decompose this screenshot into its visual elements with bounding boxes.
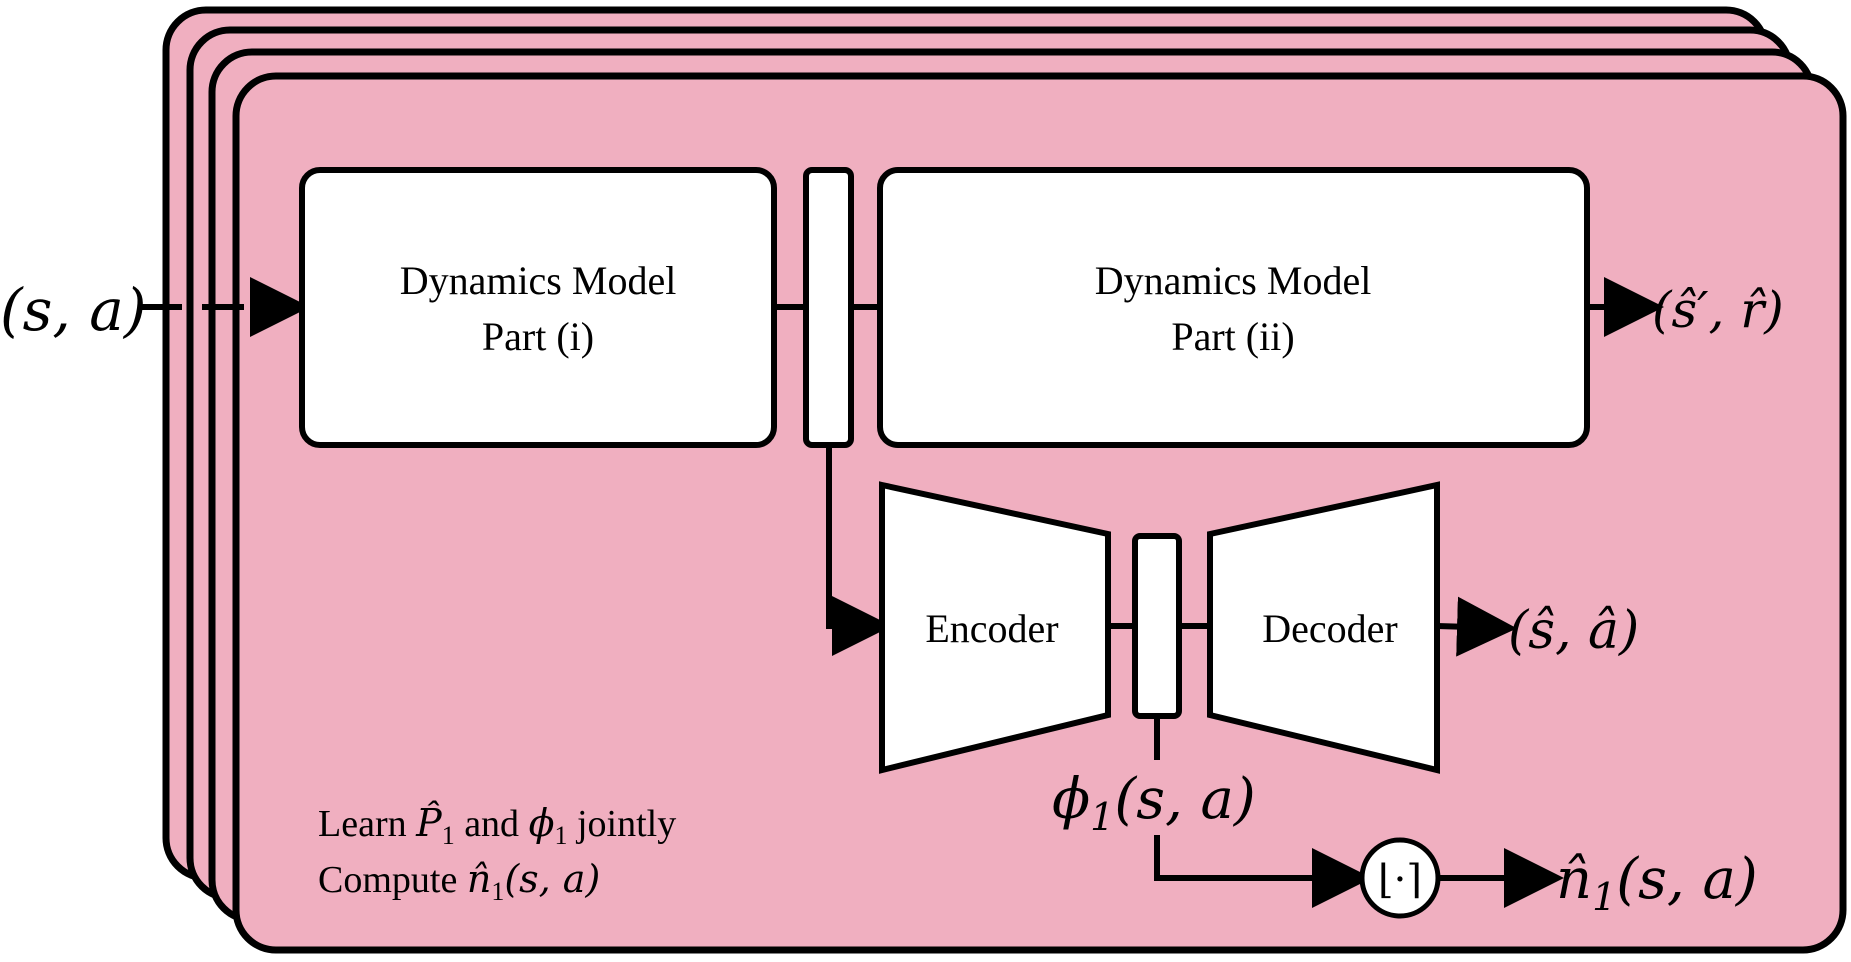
rounding-symbol: ⌊·⌉: [1378, 857, 1422, 903]
rounding-node: ⌊·⌉: [1359, 837, 1441, 919]
dynamics-part-ii-line1: Dynamics Model: [1095, 258, 1372, 303]
count-args: (s, a): [1616, 847, 1757, 912]
latent-code-box: [1132, 533, 1182, 719]
bottleneck-to-encoder-arrow: [826, 445, 892, 656]
latent-to-floor-arrow: [1154, 835, 1372, 908]
caption-line2-n: n̂: [467, 857, 491, 901]
caption-line2-args: (s, a): [504, 857, 600, 901]
count-output-label: n̂1(s, a): [1556, 847, 1758, 919]
input-label: (s, a): [0, 276, 146, 344]
output-autoencoder-arrow: [1436, 596, 1517, 657]
caption-line1: Learn P̂1 and ϕ1 jointly: [318, 801, 676, 850]
latent-label: ϕ1(s, a): [1052, 767, 1256, 839]
encoder-label: Encoder: [925, 606, 1058, 651]
count-symbol: n̂: [1556, 847, 1592, 912]
caption-line2-prefix: Compute: [318, 859, 467, 901]
dynamics-part-i-line1: Dynamics Model: [400, 258, 677, 303]
caption-line1-phi: ϕ: [529, 801, 555, 845]
dynamics-part-ii-line2: Part (ii): [1171, 314, 1294, 359]
dynamics-model-part-ii: Dynamics Model Part (ii): [877, 167, 1590, 448]
latent-subscript: 1: [1090, 795, 1114, 839]
caption-line2: Compute n̂1(s, a): [318, 857, 600, 906]
caption-line1-mid: and: [455, 803, 529, 845]
dynamics-model-part-i: Dynamics Model Part (i): [299, 167, 777, 448]
dynamics-part-ii-box: [877, 167, 1590, 448]
caption: Learn P̂1 and ϕ1 jointly Compute n̂1(s, …: [318, 801, 676, 906]
latent-layer-box: [803, 167, 854, 448]
caption-line2-n-sub: 1: [491, 877, 504, 906]
decoder-label: Decoder: [1262, 606, 1397, 651]
latent-symbol: ϕ: [1052, 767, 1090, 832]
encoder: Encoder: [879, 481, 1111, 774]
encoder-shape: [879, 481, 1111, 774]
caption-line1-suffix: jointly: [567, 803, 676, 845]
output-dynamics-label: (ŝ′, r̂): [1652, 281, 1784, 339]
dynamics-part-i-box: [299, 167, 777, 448]
decoder: Decoder: [1207, 481, 1440, 774]
count-subscript: 1: [1592, 875, 1616, 919]
decoder-shape: [1207, 481, 1440, 774]
caption-line1-p-sub: 1: [442, 821, 455, 850]
caption-line1-phi-sub: 1: [554, 821, 567, 850]
latent-args: (s, a): [1114, 767, 1255, 832]
caption-line1-prefix: Learn: [318, 803, 416, 845]
output-autoencoder-label: (ŝ, â): [1508, 601, 1639, 661]
caption-line1-p: P̂: [415, 801, 443, 845]
dynamics-part-i-line2: Part (i): [482, 314, 594, 359]
